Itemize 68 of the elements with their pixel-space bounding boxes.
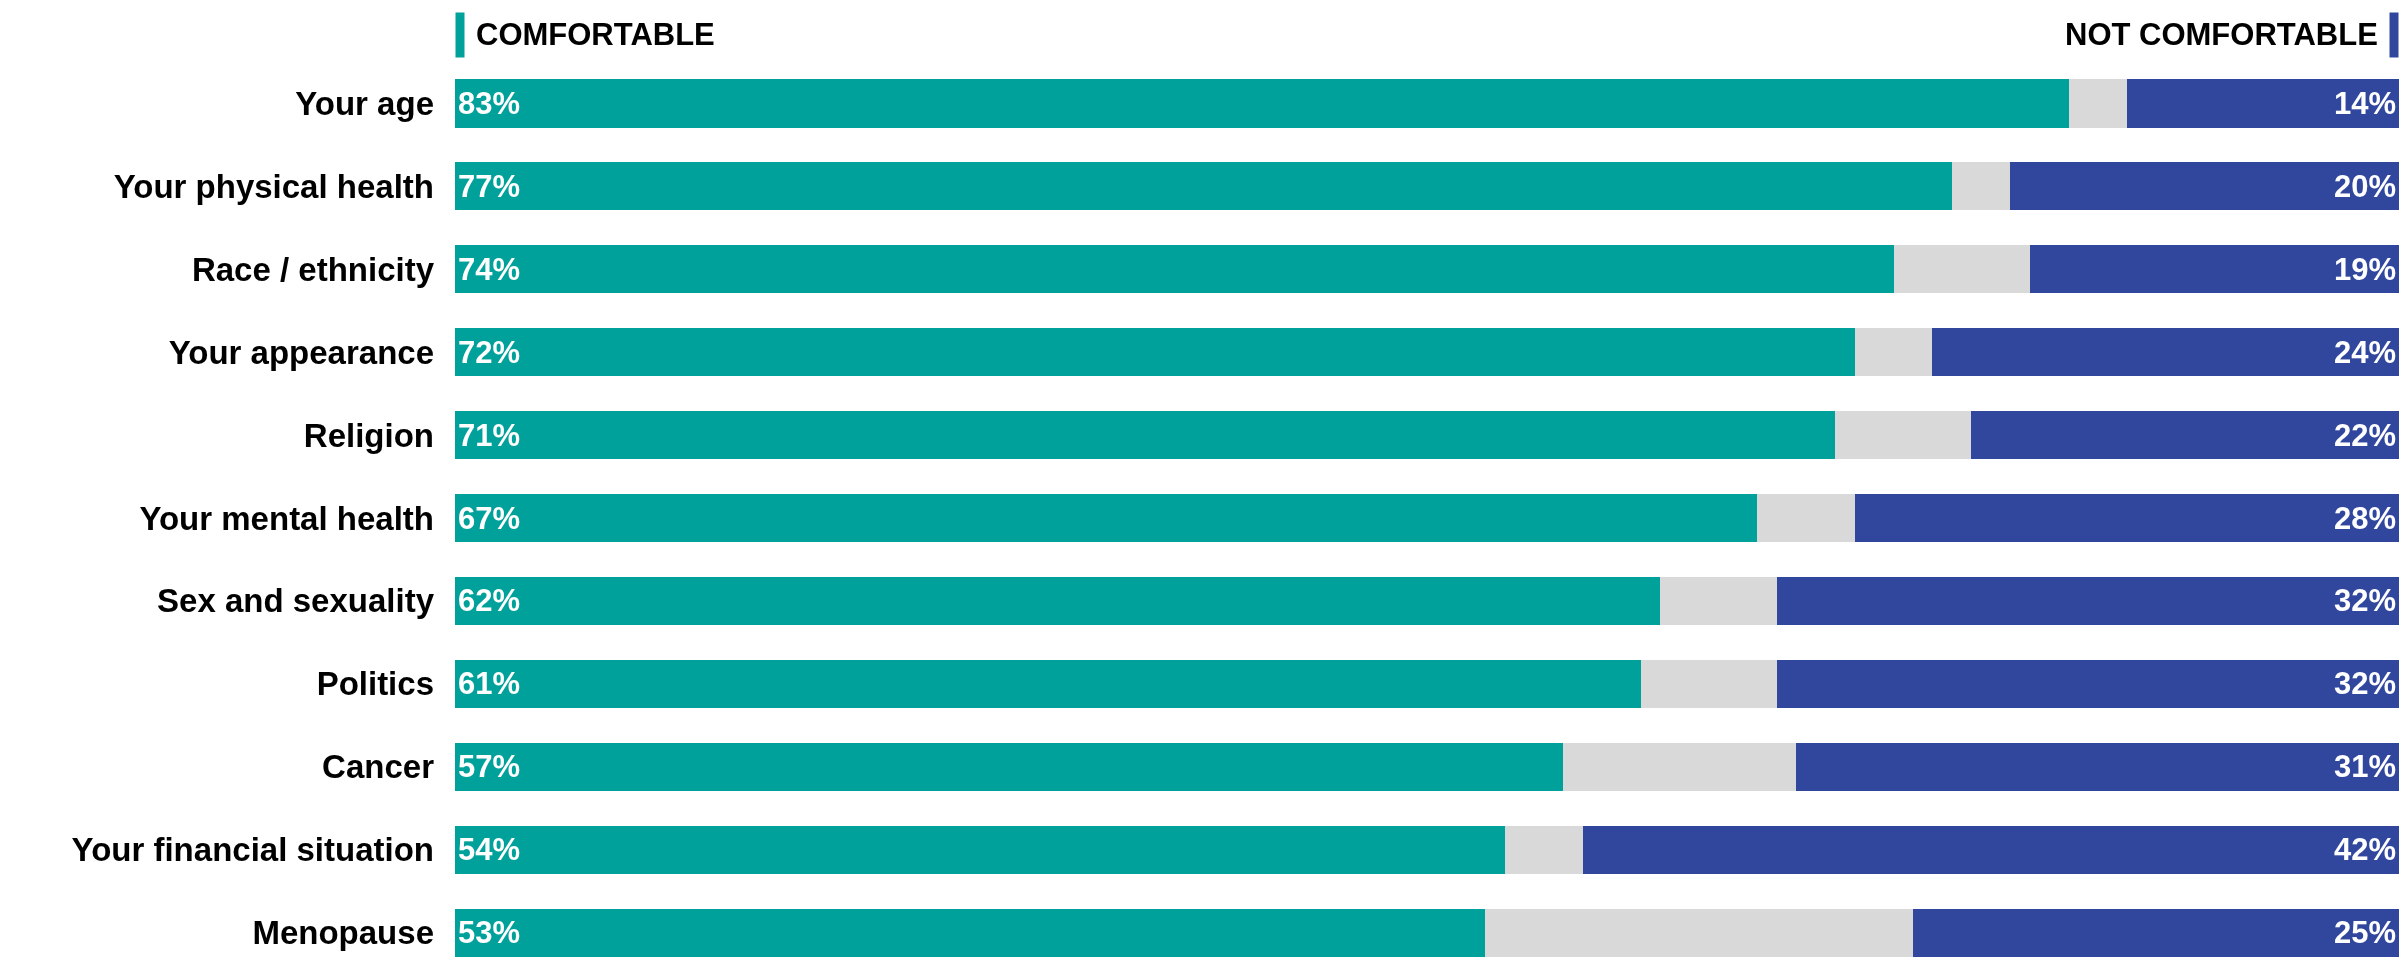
bar [2029,245,2399,294]
data-label: 19% [2333,251,2396,287]
data-label: 22% [2333,417,2396,453]
bar [1951,162,2011,211]
data-label: 72% [458,334,521,370]
bar [455,328,1855,377]
data-label: 71% [458,417,521,453]
bar [455,493,1758,543]
bar [1776,576,2399,625]
bar [1854,493,2399,543]
series-label: NOT COMFORTABLE [2065,17,2378,52]
y-tick-label: Your financial situation [71,831,434,869]
bar [1835,411,1972,460]
bar [1504,825,1583,874]
bar [455,162,1952,211]
data-label: 32% [2333,583,2396,619]
data-label: 14% [2333,85,2396,121]
bar [1640,659,1777,708]
bar [455,411,1836,460]
bar [1485,908,1913,957]
bar [2068,79,2127,128]
bar [1913,908,2399,957]
bar [455,742,1564,791]
bar [1854,328,1933,377]
data-label: 62% [458,583,521,619]
bar [1563,742,1797,791]
bar [1796,742,2399,791]
y-tick-label: Your mental health [139,499,434,537]
bar [1660,576,1777,625]
bar [1971,411,2399,460]
bar [455,245,1894,294]
bar [2126,79,2399,128]
data-label: 32% [2333,666,2396,702]
data-label: 53% [458,915,521,951]
bar [455,576,1661,625]
data-label: 42% [2333,832,2396,868]
y-tick-label: Politics [316,665,434,703]
bar [2010,162,2399,211]
data-label: 67% [458,500,521,536]
data-label: 31% [2333,749,2396,785]
y-tick-label: Your appearance [168,333,434,371]
y-tick-label: Race / ethnicity [191,250,435,288]
data-label: 77% [458,168,521,204]
y-tick-label: Religion [303,416,434,454]
data-label: 74% [458,251,521,287]
legend-label: COMFORTABLE [476,17,715,52]
data-label: 83% [458,85,521,121]
bar [455,825,1505,874]
bar [1776,659,2399,708]
bar [455,659,1641,708]
data-label: 57% [458,749,521,785]
y-tick-label: Your age [295,85,434,122]
bar [455,79,2069,128]
data-label: 20% [2333,168,2396,204]
data-label: 54% [458,832,521,868]
bar [1582,825,2399,874]
data-label: 24% [2333,334,2396,370]
data-label: 28% [2333,500,2396,536]
y-tick-label: Menopause [252,914,434,952]
bar [1757,493,1855,543]
bar [1932,328,2399,377]
data-label: 25% [2333,915,2396,951]
y-tick-label: Cancer [322,748,435,786]
data-label: 61% [458,666,521,702]
bar [1893,245,2030,294]
y-tick-label: Your physical health [113,167,434,205]
y-tick-label: Sex and sexuality [157,582,435,620]
bar [455,908,1486,957]
